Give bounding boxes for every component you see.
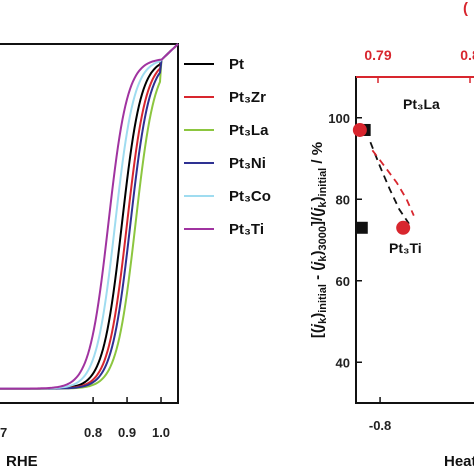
- left-x-tick-label-2: 1.0: [152, 425, 170, 440]
- data-points: [352, 122, 411, 235]
- point-label-pt3la: Pt₃La: [403, 96, 440, 112]
- right-y-tick-label-1: 60: [336, 274, 350, 289]
- right-panel: 40 60 80 100 -0.8 0.79 0.8 ( Pt₃La Pt₃Ti Hea…: [309, 0, 474, 470]
- left-x-tick-label-partial: 7: [0, 425, 7, 440]
- series-line-4: [0, 43, 179, 390]
- right-y-tick-label-0: 40: [336, 355, 350, 370]
- right-y-axis-label: [(jk)initial - (jk)3000]/(jk)initial / %: [309, 142, 329, 338]
- left-plot-frame: [0, 43, 179, 404]
- circle-point-0: [352, 122, 367, 137]
- legend-label-2: Pt₃La: [229, 122, 269, 139]
- top-tick-label-0: 0.79: [364, 47, 391, 63]
- right-x-ticks: -0.8: [369, 397, 391, 433]
- legend-label-4: Pt₃Co: [229, 188, 271, 205]
- left-x-tick-label-1: 0.9: [118, 425, 136, 440]
- legend-label-5: Pt₃Ti: [229, 221, 264, 238]
- square-point-1: [355, 221, 368, 234]
- legend-label-3: Pt₃Ni: [229, 155, 266, 172]
- fit-curve-red: [371, 149, 415, 216]
- left-panel: 0.8 0.9 1.0 7 RHE Pt Pt₃Zr Pt₃La Pt₃Ni Pt₃Co Pt₃…: [0, 43, 271, 470]
- series-line-1: [0, 43, 179, 390]
- series-line-3: [0, 43, 179, 390]
- series-line-5: [0, 43, 179, 390]
- left-x-tick-label-0: 0.8: [84, 425, 102, 440]
- top-x-ticks: 0.79 0.8: [364, 47, 474, 83]
- circle-point-1: [396, 220, 411, 235]
- right-x-tick-label-0: -0.8: [369, 418, 391, 433]
- right-y-tick-label-2: 80: [336, 192, 350, 207]
- right-y-tick-label-3: 100: [328, 111, 350, 126]
- top-tick-label-1: 0.8: [460, 47, 474, 63]
- series-line-0: [0, 43, 179, 390]
- right-y-ticks: 40 60 80 100: [328, 111, 362, 370]
- left-x-ticks: 0.8 0.9 1.0 7: [0, 397, 170, 440]
- fit-curve-black: [369, 141, 410, 225]
- top-axis-partial-label: (: [463, 0, 468, 17]
- legend: Pt Pt₃Zr Pt₃La Pt₃Ni Pt₃Co Pt₃Ti: [184, 56, 271, 238]
- series-line-2: [0, 43, 179, 390]
- legend-label-0: Pt: [229, 56, 244, 73]
- legend-label-1: Pt₃Zr: [229, 89, 266, 106]
- polarization-curves: [0, 43, 179, 390]
- fit-curves: [369, 141, 415, 225]
- point-label-pt3ti: Pt₃Ti: [389, 240, 422, 256]
- left-x-axis-label: RHE: [6, 453, 38, 470]
- right-x-axis-label: Heat: [444, 453, 474, 470]
